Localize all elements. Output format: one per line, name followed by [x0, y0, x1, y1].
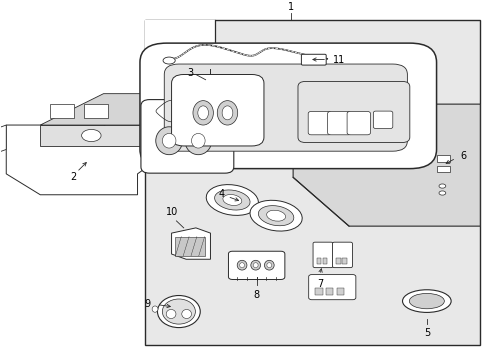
- FancyBboxPatch shape: [164, 64, 407, 151]
- Polygon shape: [40, 125, 142, 146]
- Ellipse shape: [191, 134, 204, 148]
- Ellipse shape: [152, 306, 158, 312]
- Ellipse shape: [217, 101, 237, 125]
- Ellipse shape: [222, 106, 232, 120]
- Ellipse shape: [166, 310, 176, 319]
- Ellipse shape: [250, 260, 260, 270]
- Ellipse shape: [402, 290, 450, 312]
- Text: 7: 7: [317, 279, 323, 289]
- Text: 11: 11: [332, 54, 345, 64]
- Bar: [175, 237, 204, 256]
- Ellipse shape: [239, 263, 244, 267]
- Ellipse shape: [81, 129, 101, 141]
- FancyBboxPatch shape: [171, 75, 264, 146]
- Bar: [50, 104, 74, 118]
- Text: 5: 5: [423, 328, 429, 338]
- Ellipse shape: [253, 263, 258, 267]
- Polygon shape: [6, 125, 142, 195]
- Bar: [144, 21, 479, 345]
- Bar: [316, 258, 321, 265]
- Bar: [436, 166, 449, 172]
- FancyBboxPatch shape: [372, 111, 392, 129]
- Ellipse shape: [438, 184, 445, 188]
- Ellipse shape: [182, 310, 191, 319]
- Ellipse shape: [266, 210, 285, 221]
- Polygon shape: [156, 100, 177, 122]
- Bar: [342, 258, 346, 265]
- FancyBboxPatch shape: [312, 242, 332, 267]
- Ellipse shape: [214, 190, 249, 210]
- FancyBboxPatch shape: [141, 100, 233, 173]
- Bar: [222, 76, 237, 85]
- Ellipse shape: [198, 106, 208, 120]
- Polygon shape: [171, 228, 210, 259]
- Ellipse shape: [163, 57, 175, 64]
- Text: 1: 1: [287, 2, 293, 12]
- Text: 3: 3: [186, 68, 193, 78]
- Ellipse shape: [266, 263, 271, 267]
- FancyBboxPatch shape: [308, 275, 355, 300]
- Text: 2: 2: [70, 172, 76, 182]
- Text: 9: 9: [144, 298, 150, 309]
- Ellipse shape: [408, 293, 444, 309]
- FancyBboxPatch shape: [301, 54, 325, 65]
- Ellipse shape: [193, 101, 213, 125]
- FancyBboxPatch shape: [346, 112, 370, 135]
- Bar: [322, 258, 326, 265]
- Bar: [315, 288, 322, 295]
- Text: 4: 4: [218, 189, 224, 199]
- FancyBboxPatch shape: [140, 43, 436, 168]
- Ellipse shape: [249, 200, 302, 231]
- Ellipse shape: [258, 206, 293, 226]
- Ellipse shape: [223, 194, 242, 206]
- Polygon shape: [40, 94, 142, 125]
- Ellipse shape: [264, 260, 274, 270]
- Polygon shape: [144, 21, 215, 108]
- FancyBboxPatch shape: [327, 112, 350, 135]
- Bar: [336, 288, 344, 295]
- Ellipse shape: [157, 296, 200, 328]
- Ellipse shape: [162, 134, 176, 148]
- Bar: [336, 258, 340, 265]
- Bar: [84, 104, 108, 118]
- Ellipse shape: [162, 299, 195, 324]
- Polygon shape: [0, 125, 6, 153]
- Text: 10: 10: [166, 207, 178, 217]
- Text: 6: 6: [460, 151, 466, 161]
- Bar: [325, 288, 333, 295]
- FancyBboxPatch shape: [332, 242, 352, 267]
- FancyBboxPatch shape: [297, 81, 409, 143]
- Ellipse shape: [184, 127, 211, 155]
- Bar: [436, 156, 449, 162]
- Ellipse shape: [156, 127, 182, 155]
- FancyBboxPatch shape: [228, 251, 285, 279]
- FancyBboxPatch shape: [307, 112, 331, 135]
- Text: 8: 8: [253, 289, 259, 300]
- FancyBboxPatch shape: [204, 79, 223, 89]
- Ellipse shape: [237, 260, 246, 270]
- Ellipse shape: [206, 185, 258, 215]
- Ellipse shape: [438, 191, 445, 195]
- Polygon shape: [292, 104, 479, 226]
